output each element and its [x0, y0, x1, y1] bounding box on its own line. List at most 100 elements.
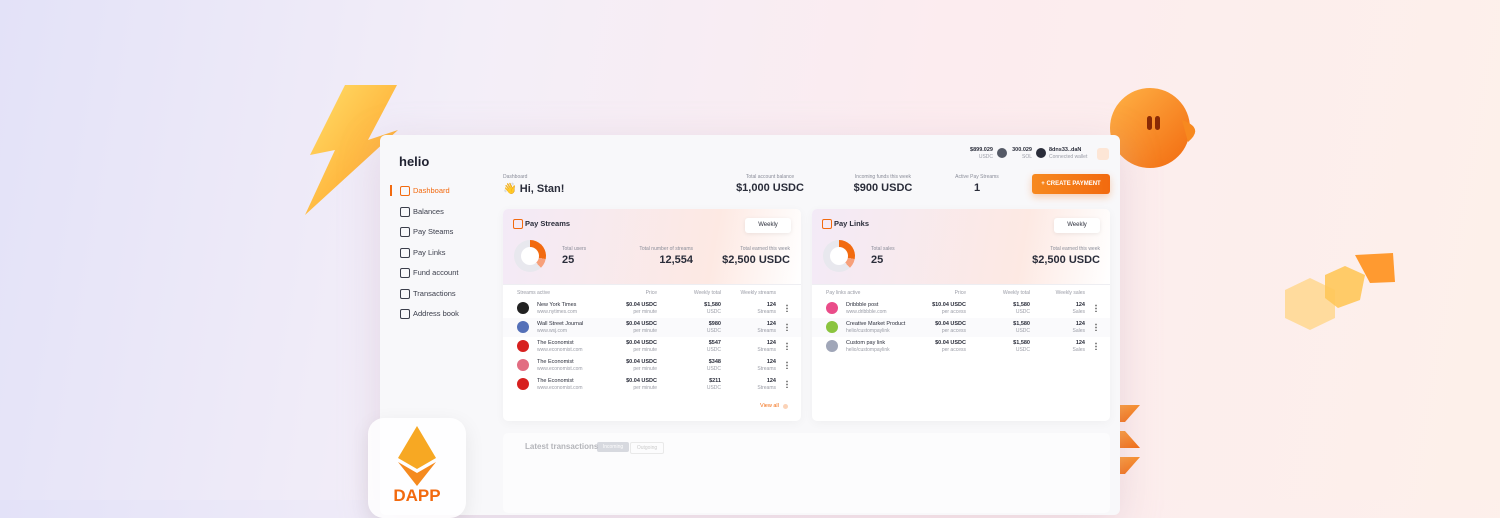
row-count: 124: [766, 302, 776, 308]
view-all-link[interactable]: View all: [760, 403, 779, 409]
column-header: Weekly sales: [1055, 290, 1085, 296]
row-price: $0.04 USDC: [935, 340, 966, 346]
row-url: www.economist.com: [537, 385, 583, 391]
wallet-status: Connected wallet: [1049, 154, 1088, 160]
tab[interactable]: Outgoing: [630, 442, 664, 454]
row-name: Wall Street Journal: [537, 321, 584, 327]
row-menu[interactable]: [1094, 342, 1098, 350]
ethereum-icon: [398, 426, 436, 486]
row-icon: [826, 340, 838, 352]
stat-value: 12,554: [659, 254, 693, 266]
row-count: 124: [1075, 302, 1085, 308]
chat-bubble-tail: [1182, 120, 1196, 142]
row-name: Creative Market Product: [846, 321, 906, 327]
row-url: helio/custompaylink: [846, 347, 890, 353]
wallet-address[interactable]: 8dns33..daN: [1049, 147, 1082, 153]
row-url: www.economist.com: [537, 366, 583, 372]
donut: [514, 240, 546, 272]
row-count-unit: Sales: [1072, 347, 1085, 353]
row-price: $10.04 USDC: [932, 302, 966, 308]
donut-hole: [521, 247, 539, 265]
row-menu[interactable]: [785, 380, 789, 388]
transactions-title: Latest transactions: [525, 442, 599, 451]
stat-value: $900 USDC: [853, 182, 913, 194]
column-header: Weekly total: [1002, 290, 1030, 296]
row-price: $0.04 USDC: [626, 321, 657, 327]
row-price: $0.04 USDC: [626, 378, 657, 384]
row-name: New York Times: [537, 302, 577, 308]
row-url: www.dribbble.com: [846, 309, 887, 315]
column-header: Pay links active: [826, 290, 861, 296]
row-name: The Economist: [537, 340, 574, 346]
row-total: $1,580: [1013, 302, 1030, 308]
row-count: 124: [766, 359, 776, 365]
row-icon: [517, 359, 529, 371]
stat-label: Total sales: [871, 246, 895, 252]
stat-value: 25: [871, 254, 884, 266]
lightning-icon: [305, 85, 398, 215]
sidebar-icon: [400, 206, 410, 217]
row-total-unit: USDC: [706, 347, 721, 353]
stat-value: 25: [562, 254, 575, 266]
row-menu[interactable]: [1094, 304, 1098, 312]
sol-unit: SOL: [1021, 154, 1032, 160]
row-icon: [826, 302, 838, 314]
card-title: Pay Streams: [525, 219, 571, 228]
sol-balance: 300.029: [1012, 147, 1032, 153]
row-url: www.nytimes.com: [537, 309, 578, 315]
row-total-unit: USDC: [1015, 309, 1030, 315]
row-total-unit: USDC: [706, 309, 721, 315]
breadcrumb: Dashboard: [503, 174, 528, 180]
create-payment-button[interactable]: + CREATE PAYMENT: [1032, 174, 1110, 194]
row-price-unit: per access: [941, 309, 966, 315]
row-menu[interactable]: [785, 361, 789, 369]
row-menu[interactable]: [785, 304, 789, 312]
sidebar-item[interactable]: Fund account: [413, 268, 459, 277]
period-dropdown[interactable]: Weekly: [1054, 218, 1100, 233]
sidebar-icon: [400, 227, 410, 237]
card-icon: [822, 219, 832, 229]
row-count: 124: [766, 321, 776, 327]
row-price-unit: per minute: [633, 328, 657, 334]
dapp-badge: DAPP: [368, 418, 466, 518]
cube: [1285, 278, 1335, 330]
sidebar-item[interactable]: Balances: [413, 206, 444, 216]
stat-label: Total number of streams: [639, 246, 693, 252]
stat-value: $1,000 USDC: [736, 182, 804, 194]
row-menu[interactable]: [1094, 323, 1098, 331]
row-count-unit: Streams: [757, 366, 776, 372]
row-total: $1,580: [1013, 340, 1030, 346]
row-count: 124: [1075, 340, 1085, 346]
stat-label: Incoming funds this week: [854, 174, 912, 180]
usdc-icon: [997, 148, 1007, 158]
row-icon: [517, 378, 529, 390]
row-menu[interactable]: [785, 342, 789, 350]
usdc-balance: $899.029: [970, 147, 993, 153]
page: helio $899.029 USDC 300.029 SOL 8dns33..daN Co…: [0, 0, 1500, 505]
sidebar-item[interactable]: Address book: [413, 309, 459, 318]
sidebar-item[interactable]: Pay Links: [413, 247, 446, 257]
row-total-unit: USDC: [706, 385, 721, 391]
row-menu[interactable]: [785, 323, 789, 331]
row-icon: [826, 321, 838, 333]
period-dropdown[interactable]: Weekly: [745, 218, 791, 233]
wallet-button[interactable]: [1097, 148, 1109, 160]
donut-hole: [830, 247, 848, 265]
sidebar-item[interactable]: Pay Steams: [413, 227, 454, 236]
stat-value: $2,500 USDC: [1032, 254, 1100, 266]
greeting: 👋 Hi, Stan!: [503, 183, 565, 195]
row-price: $0.04 USDC: [626, 302, 657, 308]
stat-label: Active Pay Streams: [955, 174, 999, 180]
row-count: 124: [1075, 321, 1085, 327]
divider: [812, 284, 1110, 285]
row-total: $348: [708, 359, 721, 365]
row-total: $211: [709, 378, 721, 384]
row-total-unit: USDC: [1015, 328, 1030, 334]
view-all-arrow: [783, 404, 788, 409]
tab[interactable]: Incoming: [597, 442, 629, 452]
sidebar-item[interactable]: Dashboard: [413, 186, 450, 195]
row-count-unit: Streams: [757, 328, 776, 334]
row-price-unit: per minute: [633, 347, 657, 353]
sidebar-item[interactable]: Transactions: [413, 288, 456, 298]
row-count: 124: [766, 340, 776, 346]
